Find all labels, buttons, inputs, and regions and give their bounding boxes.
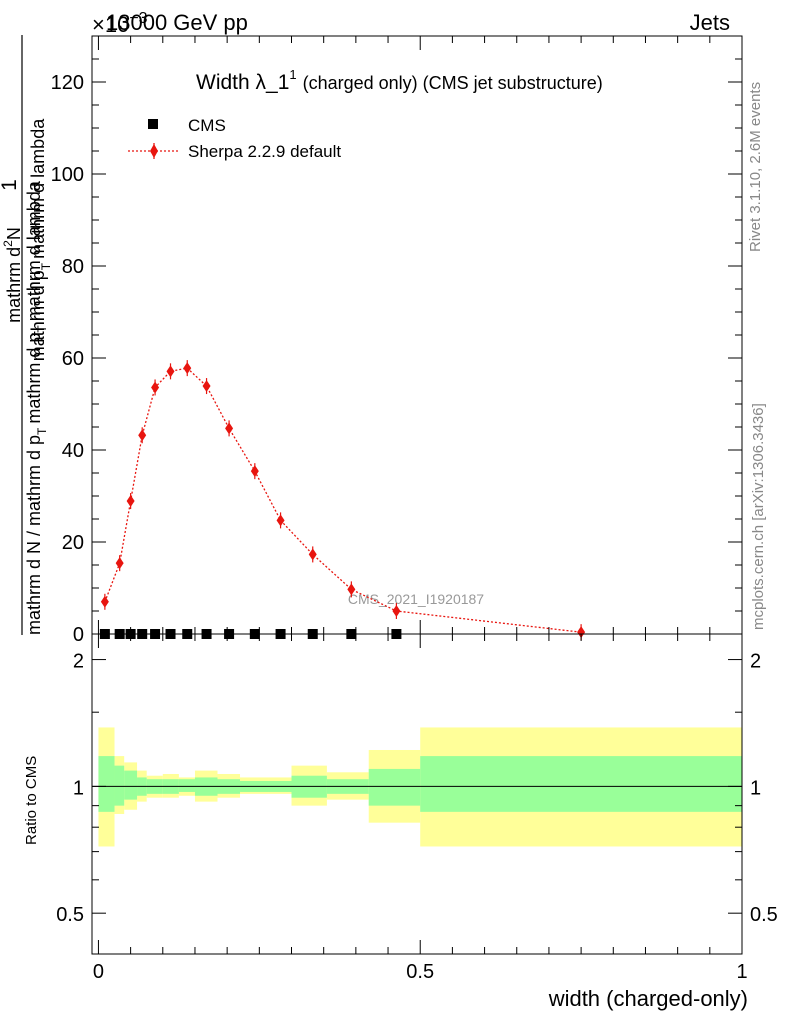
ratio-inner-band [420,756,742,812]
legend-cms-label: CMS [188,116,226,135]
y-label-den-sub: T [35,427,49,435]
main-y-tick-label: 40 [62,440,84,462]
ratio-plot-frame [91,633,743,955]
x-tick-label: 1 [736,961,747,983]
sherpa-data-point [202,380,211,393]
ratio-bands [92,727,742,847]
sherpa-line [104,367,582,633]
rivet-version-label: Rivet 3.1.10, 2.6M events [747,82,764,252]
collision-label: 13000 GeV pp [106,10,248,35]
ratio-inner-band [368,768,421,806]
main-y-tick-label: 100 [51,164,84,186]
plot-title-sup: 1 [289,67,296,82]
main-y-label-upper-den: mathrm d pTmathrm d lambda [28,118,53,361]
ratio-axes: 0.5 0.5 1 1 2 2 0 0.5 1 [56,634,778,983]
sherpa-data-point [183,362,192,375]
legend-cms-marker [148,119,158,129]
sherpa-data-point [308,548,317,561]
y-label-frac-sup: 2 [1,240,15,247]
sherpa-data-point [225,422,234,435]
plot-title: Width λ_11 (charged only) (CMS jet substr… [196,67,603,94]
ratio-inner-band [98,756,115,812]
y-label-upper-den-sub: T [39,262,53,270]
sherpa-data-point [151,381,160,394]
y-label-denominator: mathrm d N / mathrm d pTmathrm d pTmathr… [24,180,49,635]
plot-title-suffix: (charged only) (CMS jet substructure) [303,73,603,93]
sherpa-data-point [126,495,135,508]
ratio-y-tick-label: 0.5 [56,904,84,926]
ratio-inner-band [124,770,138,800]
exponent-power: −3 [129,10,147,27]
ratio-y-tick-label: 2 [73,651,84,673]
main-y-tick-label: 80 [62,256,84,278]
x-axis-label: width (charged-only) [548,986,748,1011]
ratio-inner-band [114,765,125,806]
analysis-watermark: CMS_2021_I1920187 [348,591,484,607]
main-y-tick-label: 60 [62,348,84,370]
ratio-y-tick-label: 1 [73,777,84,799]
process-label: Jets [690,10,730,35]
main-y-label-upper: mathrm d2N [1,227,24,323]
sherpa-data-point [138,429,147,442]
main-series [99,360,586,641]
mcplots-label: mcplots.cern.ch [arXiv:1306.3436] [750,403,767,630]
sherpa-data-point [100,595,109,608]
main-axes: 0 20 40 60 80 100 120 [51,35,743,646]
legend-sherpa-label: Sherpa 2.2.9 default [188,142,341,161]
main-y-label: 1 mathrm d N / mathrm d pTmathrm d pTmat… [0,35,49,635]
sherpa-data-point [347,583,356,596]
ratio-y-tick-label-right: 1 [750,777,761,799]
sherpa-data-point [392,605,401,617]
main-y-tick-label: 0 [73,624,84,646]
main-y-tick-label: 120 [51,72,84,94]
y-label-den-sub-2: T [35,325,49,333]
y-label-upper-den: mathrm d pTmathrm d lambda [28,118,53,361]
sherpa-data-point [577,626,586,639]
ratio-y-tick-label-right: 2 [750,651,761,673]
exponent-label: ×10−3 [92,10,148,37]
x-tick-label: 0 [93,961,104,983]
ratio-y-label: Ratio to CMS [23,756,40,845]
y-label-numerator: 1 [0,179,21,191]
y-label-upper-frac: mathrm d2N [1,227,24,323]
main-y-tick-label: 20 [62,532,84,554]
sherpa-data-point [115,557,124,570]
x-tick-label: 0.5 [406,961,434,983]
sherpa-data-point [250,465,259,478]
ratio-y-tick-label-right: 0.5 [750,904,778,926]
sherpa-data-point [276,514,285,527]
sherpa-data-point [166,365,175,378]
legend-sherpa-marker [150,144,158,158]
ratio-inner-band [178,779,195,792]
